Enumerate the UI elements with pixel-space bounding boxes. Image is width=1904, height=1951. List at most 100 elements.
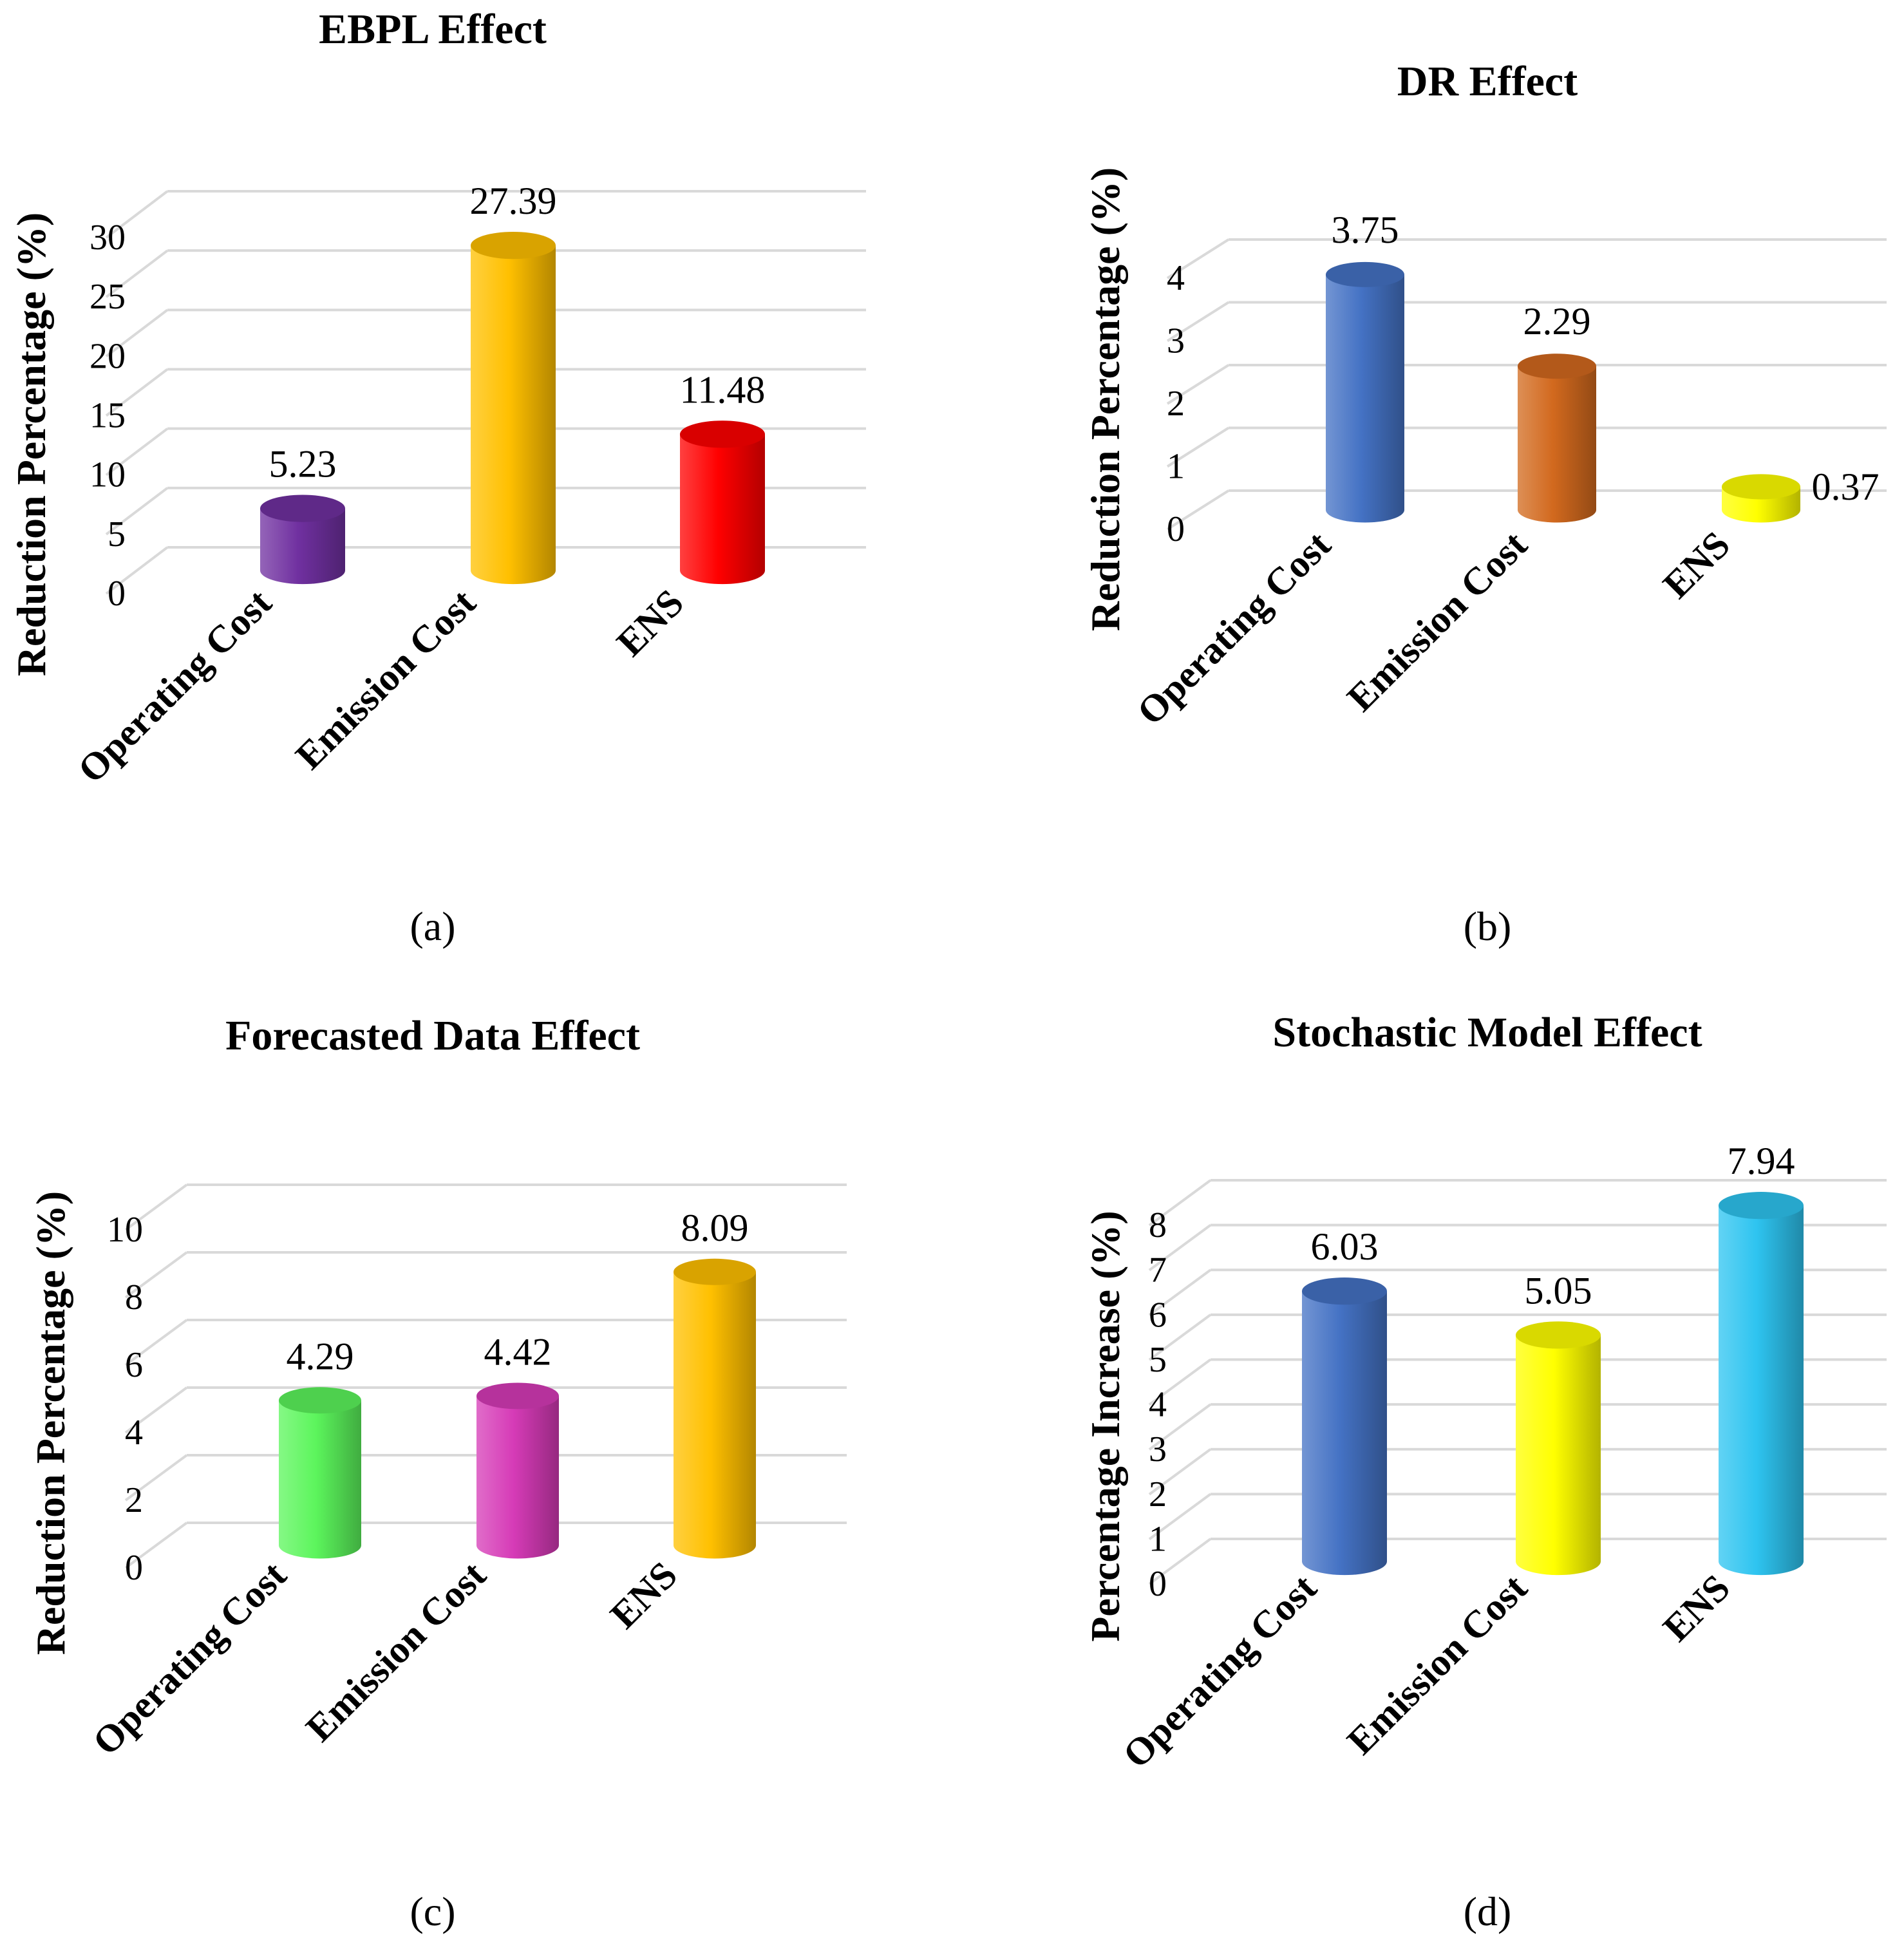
x-ticks-c: Operating Cost Emission Cost ENS bbox=[84, 1554, 685, 1764]
bar-emission-cost bbox=[471, 231, 556, 585]
y-axis-label-c: Reduction Percentage (%) bbox=[28, 1191, 73, 1655]
x-tick-label: Emission Cost bbox=[287, 581, 484, 778]
y-tick-label: 0 bbox=[1167, 509, 1185, 549]
y-ticks-b: 0 1 2 3 4 bbox=[1167, 258, 1185, 549]
panel-caption-b: (b) bbox=[1464, 903, 1512, 949]
data-label: 3.75 bbox=[1332, 209, 1399, 251]
bar-body bbox=[1518, 366, 1596, 523]
x-tick-label: Emission Cost bbox=[1339, 523, 1535, 720]
data-labels-d: 6.03 5.05 7.94 bbox=[1311, 1140, 1795, 1312]
bars-b bbox=[1326, 261, 1800, 523]
gridline-diagonal bbox=[105, 428, 169, 476]
y-tick-label: 7 bbox=[1149, 1250, 1167, 1290]
gridline-diagonal bbox=[124, 1251, 188, 1299]
y-tick-label: 1 bbox=[1149, 1519, 1167, 1559]
gridline-diagonal bbox=[1166, 301, 1230, 343]
bar-top bbox=[1719, 1192, 1804, 1220]
y-tick-label: 3 bbox=[1167, 321, 1185, 361]
y-tick-label: 2 bbox=[125, 1480, 143, 1520]
y-ticks-d: 0 1 2 34 5 6 7 8 bbox=[1149, 1205, 1167, 1604]
gridline-diagonal bbox=[1166, 426, 1230, 468]
gridline-diagonal bbox=[1148, 1493, 1212, 1540]
y-tick-label: 20 bbox=[90, 336, 126, 376]
bar-top bbox=[1302, 1277, 1387, 1305]
chart-title-c: Forecasted Data Effect bbox=[225, 1012, 640, 1059]
y-tick-label: 5 bbox=[1149, 1340, 1167, 1380]
bar-body bbox=[1719, 1205, 1804, 1576]
bar-body bbox=[680, 434, 765, 585]
y-ticks-c: 0 2 4 6 8 10 bbox=[107, 1210, 143, 1588]
data-label: 11.48 bbox=[680, 368, 766, 411]
y-tick-label: 2 bbox=[1167, 384, 1185, 424]
data-labels-a: 5.23 27.39 11.48 bbox=[269, 180, 766, 485]
x-tick-label: ENS bbox=[602, 1554, 685, 1637]
y-tick-label: 30 bbox=[90, 218, 126, 258]
panel-caption-d: (d) bbox=[1464, 1889, 1512, 1934]
bar-top bbox=[674, 1258, 756, 1285]
gridline-diagonal bbox=[1166, 238, 1230, 279]
bar-emission-cost bbox=[1518, 353, 1596, 523]
bar-emission-cost bbox=[476, 1382, 559, 1559]
bar-top bbox=[680, 420, 765, 448]
gridline-diagonal bbox=[1148, 1179, 1212, 1227]
chart-title-d: Stochastic Model Effect bbox=[1272, 1009, 1702, 1056]
bar-top bbox=[471, 231, 556, 259]
chart-title-a: EBPL Effect bbox=[319, 6, 547, 53]
gridline-diagonal bbox=[1148, 1358, 1212, 1406]
gridline-diagonal bbox=[1148, 1224, 1212, 1272]
data-label: 7.94 bbox=[1728, 1140, 1795, 1182]
bar-operating-cost bbox=[1302, 1277, 1387, 1576]
chart-panel-a: EBPL Effect Reduction Percentage (%) 0 5 1… bbox=[8, 6, 866, 949]
y-tick-label: 10 bbox=[90, 455, 126, 495]
bar-body bbox=[279, 1400, 361, 1559]
bars-d bbox=[1302, 1192, 1804, 1576]
y-tick-label: 4 bbox=[125, 1413, 143, 1453]
gridline-diagonal bbox=[124, 1454, 188, 1502]
x-tick-label: Operating Cost bbox=[1129, 523, 1339, 733]
bar-ens bbox=[1719, 1192, 1804, 1576]
bar-body bbox=[476, 1395, 559, 1559]
bar-body bbox=[471, 245, 556, 585]
chart-panel-b: DR Effect Reduction Percentage (%) 0 1 2 3 4… bbox=[1082, 58, 1887, 949]
gridline-diagonal bbox=[124, 1522, 188, 1569]
bar-body bbox=[1516, 1335, 1601, 1576]
x-tick-label: ENS bbox=[1655, 1567, 1738, 1650]
gridline-diagonal bbox=[1148, 1314, 1212, 1361]
gridline-diagonal bbox=[1166, 489, 1230, 531]
bar-top bbox=[279, 1387, 361, 1414]
gridline-diagonal bbox=[105, 308, 169, 357]
y-tick-label: 8 bbox=[1149, 1205, 1167, 1245]
gridline-diagonal bbox=[1148, 1448, 1212, 1496]
x-tick-label: Operating Cost bbox=[70, 581, 279, 791]
bar-ens bbox=[674, 1258, 756, 1559]
bar-body bbox=[260, 508, 345, 585]
y-tick-label: 4 bbox=[1167, 258, 1185, 298]
gridline-diagonal bbox=[124, 1183, 188, 1231]
chart-panel-d: Stochastic Model Effect Percentage Incre… bbox=[1082, 1009, 1887, 1934]
data-label: 8.09 bbox=[681, 1207, 749, 1249]
data-label: 5.23 bbox=[269, 442, 337, 485]
x-tick-label: ENS bbox=[1655, 523, 1738, 607]
y-tick-label: 3 bbox=[1149, 1429, 1167, 1469]
data-label: 6.03 bbox=[1311, 1225, 1379, 1268]
bars-c bbox=[279, 1258, 756, 1559]
bar-top bbox=[1516, 1321, 1601, 1349]
bar-ens bbox=[1722, 474, 1800, 523]
gridline-diagonal bbox=[1166, 364, 1230, 405]
y-tick-label: 5 bbox=[108, 514, 126, 554]
y-tick-label: 4 bbox=[1149, 1385, 1167, 1425]
y-ticks-a: 0 5 10 15 20 25 30 bbox=[90, 218, 126, 614]
gridline-diagonal bbox=[124, 1319, 188, 1366]
data-labels-c: 4.29 4.42 8.09 bbox=[287, 1207, 749, 1377]
y-tick-label: 25 bbox=[90, 277, 126, 317]
data-label: 4.29 bbox=[287, 1335, 354, 1377]
gridline-diagonal bbox=[105, 487, 169, 536]
bar-top bbox=[1518, 353, 1596, 379]
gridline-diagonal bbox=[1148, 1538, 1212, 1585]
chart-title-b: DR Effect bbox=[1397, 58, 1578, 105]
x-ticks-d: Operating Cost Emission Cost ENS bbox=[1115, 1567, 1738, 1777]
x-tick-label: Emission Cost bbox=[297, 1554, 494, 1750]
y-axis-label-d: Percentage Increase (%) bbox=[1082, 1211, 1128, 1641]
y-tick-label: 6 bbox=[125, 1345, 143, 1385]
